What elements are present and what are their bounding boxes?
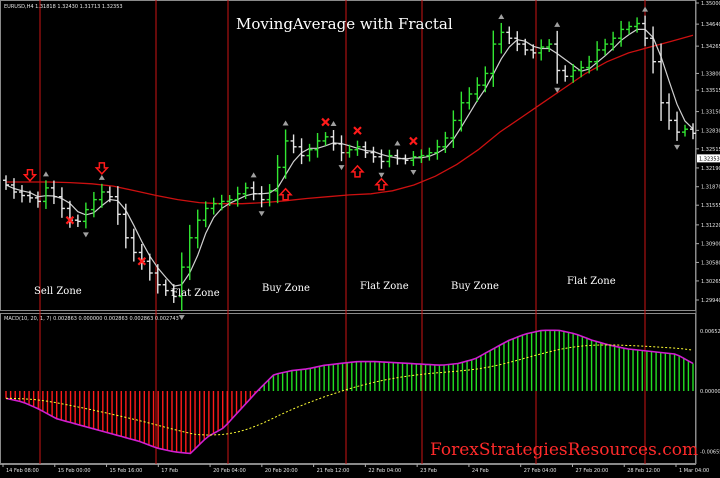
fractal-down-marker — [378, 172, 385, 178]
time-tick-label: 22 Feb 04:00 — [368, 468, 401, 474]
price-tick-label: 1.31220 — [701, 223, 720, 229]
macd-signal-line — [6, 344, 694, 436]
zone-separators — [39, 0, 646, 464]
fast-ma-line — [5, 28, 694, 287]
price-tick-label: 1.33515 — [701, 88, 720, 94]
fractal-up-marker — [642, 6, 649, 12]
fractal-down-marker — [258, 211, 265, 217]
fractal-up-marker — [330, 121, 337, 127]
fractal-up-marker — [42, 171, 49, 177]
zone-label: Buy Zone — [262, 283, 310, 294]
time-tick-label: 21 Feb 12:00 — [317, 468, 350, 474]
macd-axis: 0.00652 0.00000 -0.00655 — [700, 329, 720, 455]
fractal-up-marker — [250, 172, 257, 178]
time-tick-label: 27 Feb 20:00 — [575, 468, 608, 474]
price-tick-label: 1.32190 — [701, 166, 720, 172]
exit-marker — [353, 126, 362, 135]
main-chart-frame — [0, 0, 696, 311]
time-tick-label: 24 Feb — [472, 468, 489, 474]
macd-histogram — [5, 330, 694, 454]
price-tick-label: 1.31870 — [701, 185, 720, 191]
exit-marker — [321, 117, 330, 127]
zone-label: Flat Zone — [567, 276, 616, 287]
fractal-down-marker — [674, 144, 681, 150]
price-tick-label: 1.30265 — [701, 279, 720, 285]
time-tick-label: 28 Feb 12:00 — [627, 468, 660, 474]
fractal-down-marker — [338, 165, 345, 171]
time-tick-label: 1 Mar 04:00 — [679, 468, 709, 474]
buy-arrow — [350, 164, 365, 178]
sell-arrow — [94, 162, 110, 175]
exit-marker — [65, 215, 75, 225]
macd-lines — [5, 329, 694, 455]
time-tick-label: 15 Feb 16:00 — [110, 468, 143, 474]
slow-moving-average — [6, 34, 694, 205]
zone-label: Flat Zone — [171, 288, 220, 299]
zone-label: Flat Zone — [360, 281, 409, 292]
zone-label: Sell Zone — [34, 286, 82, 297]
time-tick-label: 17 Feb — [161, 468, 178, 474]
macd-tick-label: -0.00655 — [700, 449, 720, 455]
fractal-up-marker — [394, 140, 401, 146]
chart-title: MovingAverage with Fractal — [236, 15, 453, 33]
price-tick-label: 1.30580 — [701, 260, 720, 266]
price-axis: 1.35000 1.34640 1.34265 1.33800 1.33515 1.331… — [696, 1, 720, 304]
time-axis: 14 Feb 08:00 15 Feb 00:00 15 Feb 16:00 17 F… — [2, 464, 709, 474]
fractal-down-marker — [554, 87, 561, 93]
exit-marker — [409, 136, 418, 146]
fractal-up-marker — [554, 21, 561, 27]
macd-tick-label: 0.00000 — [700, 389, 720, 395]
fractal-down-marker — [82, 232, 89, 238]
price-tick-label: 1.30900 — [701, 242, 720, 248]
zone-labels: Sell Zone Flat Zone Buy Zone Flat Zone Buy Z… — [34, 276, 616, 299]
symbol-info: EURUSD,H4 1.31818 1.32430 1.31713 1.3235… — [4, 4, 123, 10]
price-tick-label: 1.29940 — [701, 298, 720, 304]
buy-arrow — [374, 177, 389, 191]
time-tick-label: 27 Feb 04:00 — [524, 468, 557, 474]
price-tick-label: 1.33800 — [701, 71, 720, 77]
macd-tick-label: 0.00652 — [700, 329, 720, 335]
time-tick-label: 14 Feb 08:00 — [6, 468, 39, 474]
buy-arrow — [278, 187, 293, 201]
fractal-down-marker — [410, 170, 417, 176]
price-bars — [3, 15, 696, 312]
price-tick-label: 1.34265 — [701, 44, 720, 50]
slow-ma-line — [6, 34, 694, 205]
macd-main-line — [5, 329, 694, 455]
time-tick-label: 23 Feb — [420, 468, 437, 474]
current-price-badge — [697, 154, 720, 163]
price-tick-label: 1.32830 — [701, 128, 720, 134]
fast-moving-average — [5, 28, 694, 287]
time-tick-label: 20 Feb 04:00 — [213, 468, 246, 474]
fractal-down-marker — [178, 315, 185, 321]
price-tick-label: 1.33150 — [701, 110, 720, 116]
price-tick-label: 1.32515 — [701, 147, 720, 153]
fractal-up-marker — [498, 13, 505, 19]
exit-marker — [137, 256, 147, 266]
time-tick-label: 20 Feb 20:00 — [265, 468, 298, 474]
brand-watermark: ForexStrategiesResources.com — [430, 440, 698, 460]
fractal-markers — [42, 6, 681, 321]
sell-arrow — [22, 168, 38, 182]
price-tick-label: 1.31555 — [701, 203, 720, 209]
fractal-up-marker — [98, 174, 105, 180]
zone-label: Buy Zone — [451, 281, 499, 292]
fractal-up-marker — [282, 120, 289, 126]
time-tick-label: 15 Feb 00:00 — [58, 468, 91, 474]
macd-header: MACD(10, 20, 1, 7) 0.002863 0.000000 0.0… — [4, 316, 179, 322]
price-tick-label: 1.35000 — [701, 1, 720, 7]
signal-arrows — [22, 117, 418, 266]
price-tick-label: 1.34640 — [701, 22, 720, 28]
current-price-label: 1.32353 — [699, 156, 720, 162]
